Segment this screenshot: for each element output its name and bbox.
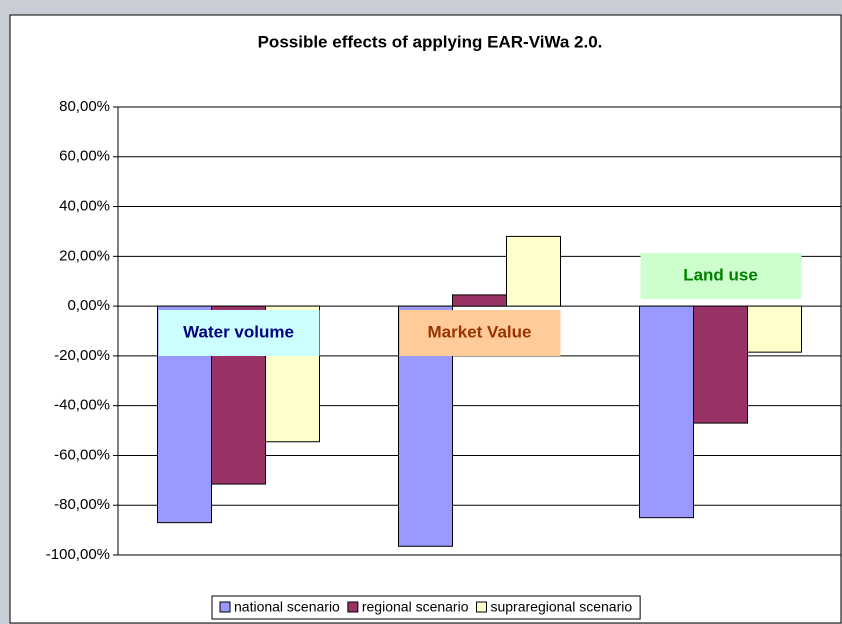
y-tick-label: -20,00% [54, 347, 110, 364]
legend-swatch [219, 601, 231, 613]
y-tick-label: 60,00% [59, 148, 110, 165]
category-label: Water volume [183, 322, 294, 341]
y-tick-label: -100,00% [46, 546, 110, 563]
y-tick-label: 20,00% [59, 247, 110, 264]
bar [693, 305, 748, 424]
chart-title: Possible effects of applying EAR-ViWa 2.… [258, 32, 603, 51]
bar [639, 305, 694, 519]
category-label: Land use [683, 265, 758, 284]
y-tick-label: 40,00% [59, 198, 110, 215]
legend-label: supraregional scenario [490, 599, 632, 615]
y-tick-label: 80,00% [59, 98, 110, 115]
y-tick-label: 0,00% [67, 297, 110, 314]
legend-label: national scenario [234, 599, 340, 615]
bar [747, 305, 802, 353]
category-box [158, 310, 320, 356]
category-label: Market Value [428, 322, 532, 341]
y-tick-label: -40,00% [54, 397, 110, 414]
legend-swatch [347, 601, 359, 613]
bar [452, 294, 507, 307]
y-tick-label: -80,00% [54, 496, 110, 513]
bar [506, 235, 561, 307]
y-tick-label: -60,00% [54, 446, 110, 463]
legend [211, 595, 641, 620]
legend-swatch [475, 601, 487, 613]
category-box [399, 310, 561, 356]
legend-label: regional scenario [362, 599, 469, 615]
category-box [640, 253, 802, 299]
